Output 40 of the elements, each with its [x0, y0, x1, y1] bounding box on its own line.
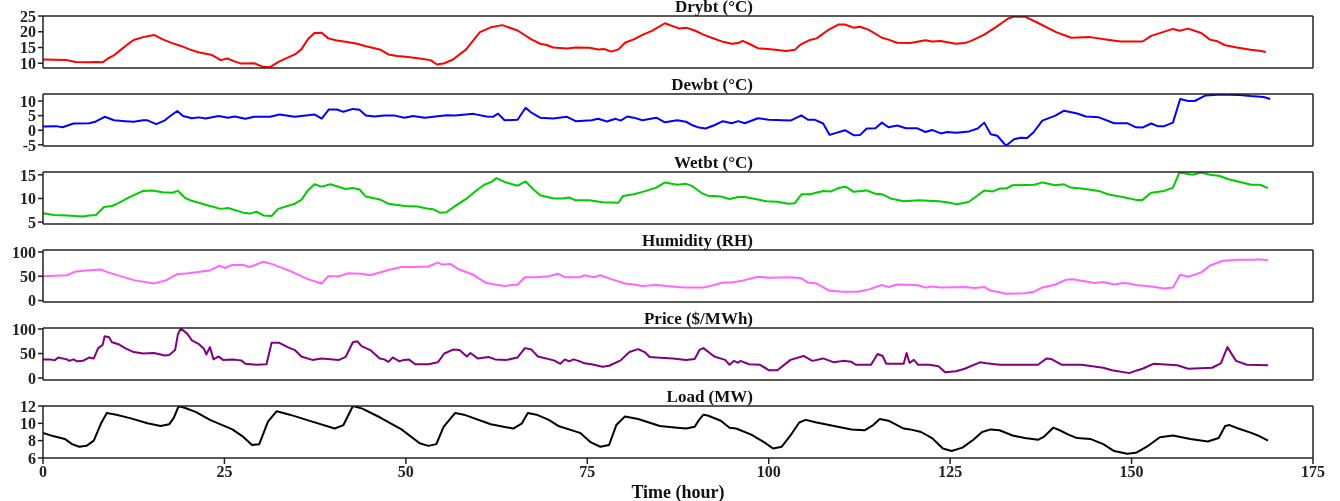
y-tick-label: 10 — [20, 190, 36, 208]
y-tick-label: 0 — [28, 369, 36, 387]
y-tick-label: 50 — [20, 267, 36, 285]
chart-title: Price ($/MWh) — [642, 309, 754, 328]
y-tick-label: 10 — [20, 54, 36, 72]
line-series — [43, 258, 1270, 295]
x-tick-label: 75 — [579, 463, 596, 481]
y-tick-label: 25 — [20, 7, 36, 25]
x-tick-label: 0 — [39, 463, 47, 481]
chart-title: Dewbt (°C) — [670, 75, 754, 94]
x-tick-label: 50 — [397, 463, 414, 481]
chart-title: Wetbt (°C) — [672, 153, 754, 172]
y-tick-label: 15 — [20, 39, 36, 57]
y-tick-label: 6 — [28, 449, 36, 467]
y-tick-label: 20 — [20, 23, 36, 41]
y-tick-label: 10 — [20, 92, 36, 110]
x-tick-label: 125 — [938, 463, 963, 481]
x-axis-title: Time (hour) — [630, 482, 726, 501]
chart-title: Humidity (RH) — [641, 231, 754, 250]
x-tick-label: 150 — [1119, 463, 1144, 481]
line-series — [43, 94, 1272, 146]
y-tick-label: 15 — [20, 166, 36, 184]
y-tick-label: 100 — [12, 243, 36, 261]
x-tick-label: 100 — [756, 463, 781, 481]
y-tick-label: 0 — [28, 292, 36, 310]
x-tick-label: 25 — [216, 463, 233, 481]
chart-title: Drybt (°C) — [673, 0, 754, 16]
y-tick-label: 10 — [20, 415, 36, 433]
line-series — [43, 406, 1270, 455]
line-series — [43, 16, 1267, 68]
y-tick-label: 12 — [20, 397, 36, 415]
y-tick-label: -5 — [22, 136, 36, 154]
y-tick-label: 100 — [12, 320, 36, 338]
line-series — [43, 328, 1270, 375]
y-tick-label: 5 — [28, 213, 36, 231]
y-tick-label: 8 — [28, 432, 36, 450]
x-tick-label: 175 — [1301, 463, 1325, 481]
line-series — [43, 172, 1270, 218]
y-tick-label: 50 — [20, 345, 36, 363]
chart-title: Load (MW) — [665, 387, 754, 406]
